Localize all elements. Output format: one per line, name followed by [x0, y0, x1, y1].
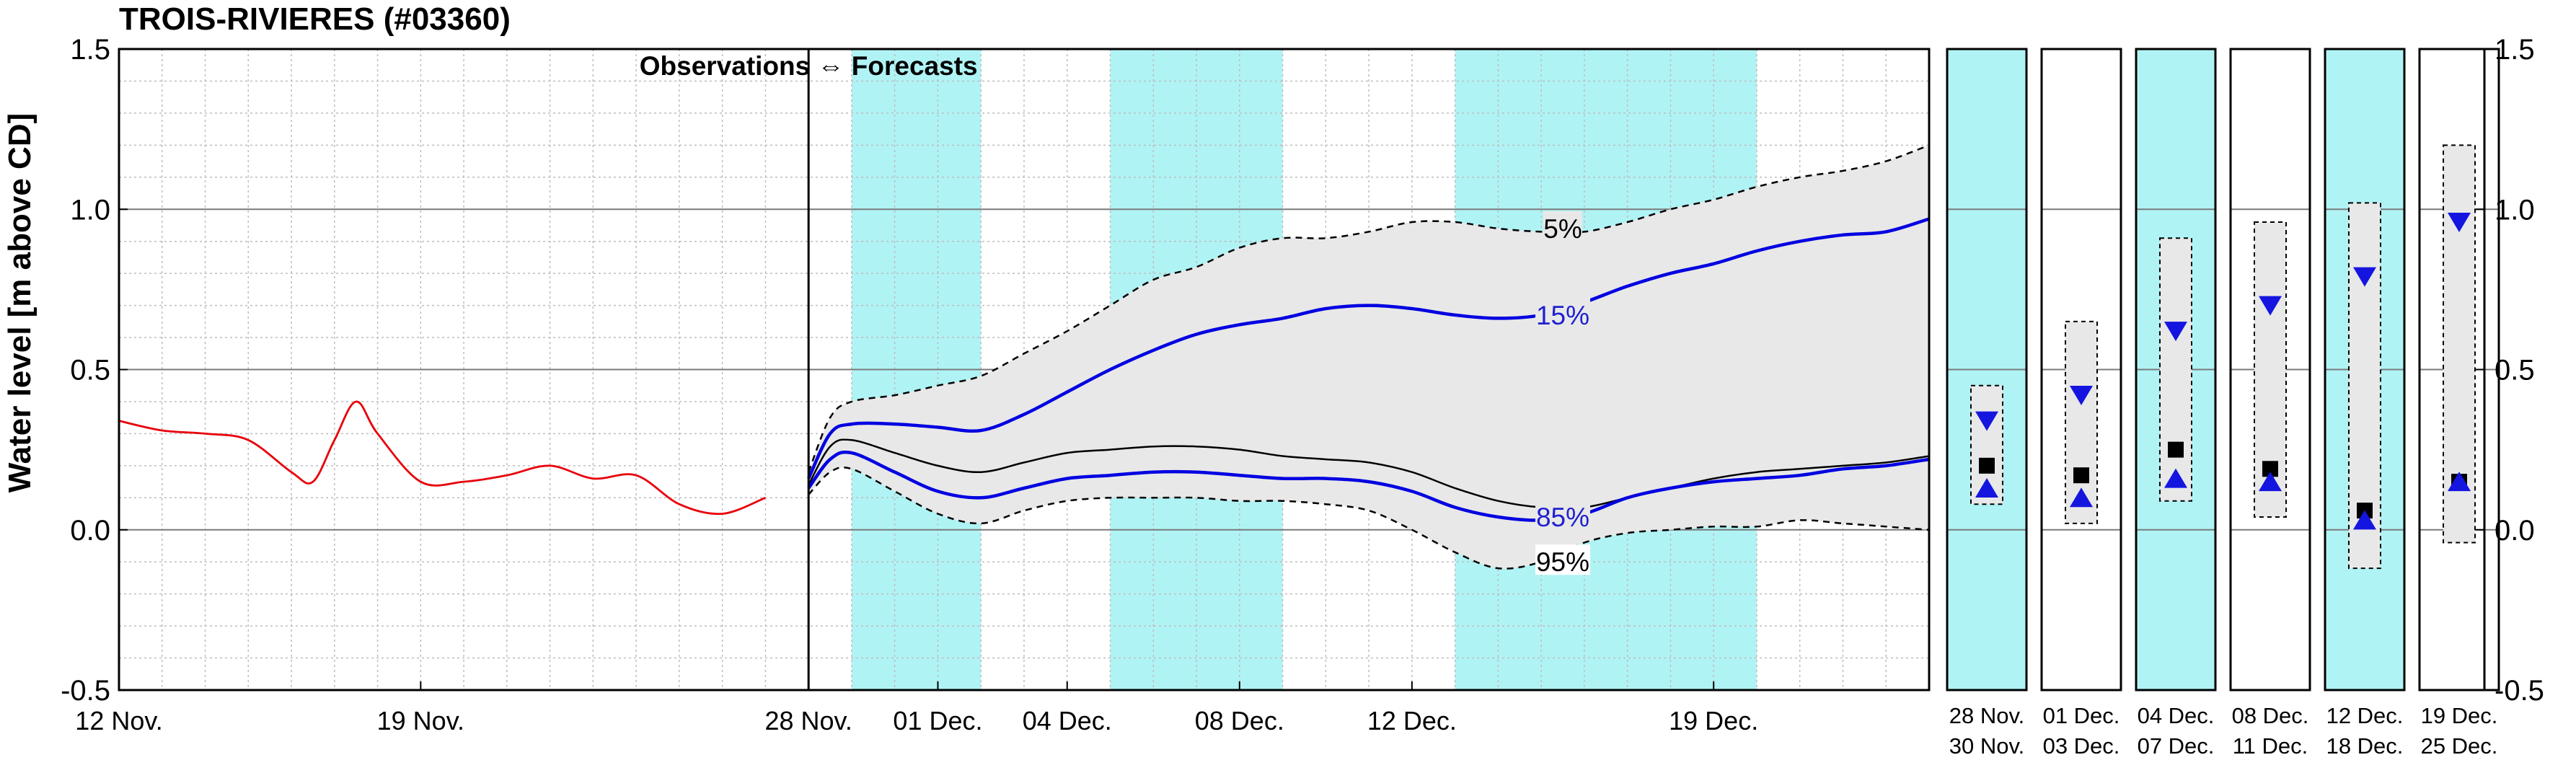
period-panel-lower-marker — [1975, 477, 1998, 498]
observations-forecasts-annotation: Observations ⇔ Forecasts — [640, 51, 978, 81]
period-panel-upper-marker — [2448, 213, 2471, 233]
x-tick-label: 12 Nov. — [75, 706, 162, 735]
y-tick-label: 1.5 — [70, 34, 110, 66]
forecast-envelope-layer — [808, 145, 1929, 569]
y-tick-label: 0.5 — [70, 355, 110, 386]
period-panel-range-box — [2159, 237, 2192, 502]
period-panel-frame — [2324, 48, 2406, 691]
series-line-median — [808, 438, 1930, 510]
x-tick-label: 19 Dec. — [1669, 706, 1758, 735]
series-label-backing — [1535, 499, 1591, 530]
period-panel-median-marker — [2262, 461, 2278, 477]
annotation-layer: Observations ⇔ Forecasts — [640, 49, 978, 690]
period-panel-median-marker — [1979, 457, 1995, 474]
period-panel-lower-marker — [2259, 472, 2282, 492]
series-label-backing — [1535, 297, 1591, 328]
main-axes-layer: -0.5 0.0 0.5 1.0 1.5 12 Nov. 19 Nov. 28 Nov. 01 … — [61, 34, 1931, 735]
x-tick-label: 04 Dec. — [1023, 706, 1112, 735]
period-panel-label-top: 19 Dec. — [2421, 703, 2498, 728]
period-panel-median-marker — [2168, 441, 2184, 458]
x-tick-label: 28 Nov. — [764, 706, 852, 735]
y-axis-label: Water level [m above CD] — [2, 113, 38, 493]
series-label-backing — [1543, 211, 1583, 242]
period-panel-upper-marker — [2259, 296, 2282, 316]
period-panel-upper-marker — [2353, 267, 2376, 287]
period-panel-lower-marker — [2448, 472, 2471, 492]
period-panel-label-bottom: 03 Dec. — [2043, 733, 2120, 759]
period-panel-frame — [2229, 48, 2311, 691]
period-panel-label-top: 28 Nov. — [1949, 703, 2025, 728]
period-panel-label-top: 12 Dec. — [2326, 703, 2404, 728]
period-panel-lower-marker — [2353, 510, 2376, 530]
period-panel-label-bottom: 25 Dec. — [2421, 733, 2498, 759]
right-y-tick-label: 1.0 — [2495, 194, 2535, 226]
right-y-tick-label: 0.0 — [2495, 515, 2535, 547]
series-line-15 — [807, 217, 1930, 480]
period-panel-label-bottom: 30 Nov. — [1949, 733, 2025, 759]
series-labels-layer: 5% 15% 85% 95% — [1535, 211, 1591, 577]
y-tick-label: -0.5 — [61, 675, 110, 707]
series-layer — [118, 144, 1930, 570]
x-tick-label: 01 Dec. — [893, 706, 982, 735]
period-panel-label-top: 08 Dec. — [2232, 703, 2309, 728]
period-panel-lower-marker — [2164, 468, 2187, 488]
period-panel-label-top: 01 Dec. — [2043, 703, 2120, 728]
series-line-95 — [808, 466, 1930, 570]
right-y-tick-label: -0.5 — [2495, 675, 2544, 707]
right-y-tick-label: 1.5 — [2495, 34, 2535, 66]
y-tick-label: 1.0 — [70, 194, 110, 226]
x-tick-label: 08 Dec. — [1195, 706, 1284, 735]
x-tick-label: 19 Nov. — [377, 706, 464, 735]
series-label-5pct: 5% — [1543, 214, 1582, 244]
forecast-envelope-fill — [808, 145, 1929, 569]
right-y-axis: -0.5 0.0 0.5 1.0 1.5 — [2476, 34, 2544, 707]
period-panels: 28 Nov. 30 Nov. 01 Dec. 03 Dec. 04 Dec. 07 De… — [1946, 48, 2500, 759]
series-label-15pct: 15% — [1536, 301, 1589, 330]
period-panel-upper-marker — [1975, 411, 1998, 431]
x-tick-label: 12 Dec. — [1367, 706, 1457, 735]
period-panel-frame — [2418, 48, 2500, 691]
y-tick-label: 0.0 — [70, 515, 110, 547]
period-panel-lower-marker — [2070, 487, 2093, 508]
series-label-95pct: 95% — [1536, 547, 1589, 577]
series-line-85 — [807, 450, 1930, 522]
period-panel-upper-marker — [2070, 386, 2093, 406]
period-panel-label-bottom: 07 Dec. — [2138, 733, 2215, 759]
period-panel-label-top: 04 Dec. — [2138, 703, 2215, 728]
period-panel-label-bottom: 11 Dec. — [2233, 733, 2308, 759]
series-line-5 — [808, 144, 1930, 473]
period-panel-median-marker — [2073, 467, 2089, 484]
period-panel-frame — [1946, 48, 2028, 691]
chart-title: TROIS-RIVIERES (#03360) — [119, 1, 511, 37]
series-label-backing — [1535, 544, 1591, 575]
period-panel-upper-marker — [2164, 322, 2187, 342]
period-panel-label-bottom: 18 Dec. — [2326, 733, 2404, 759]
series-label-85pct: 85% — [1536, 503, 1589, 532]
period-panel-frame — [2135, 48, 2217, 691]
period-panel-frame — [2040, 48, 2122, 691]
right-y-tick-label: 0.5 — [2495, 355, 2535, 386]
series-line-observations — [118, 400, 766, 516]
